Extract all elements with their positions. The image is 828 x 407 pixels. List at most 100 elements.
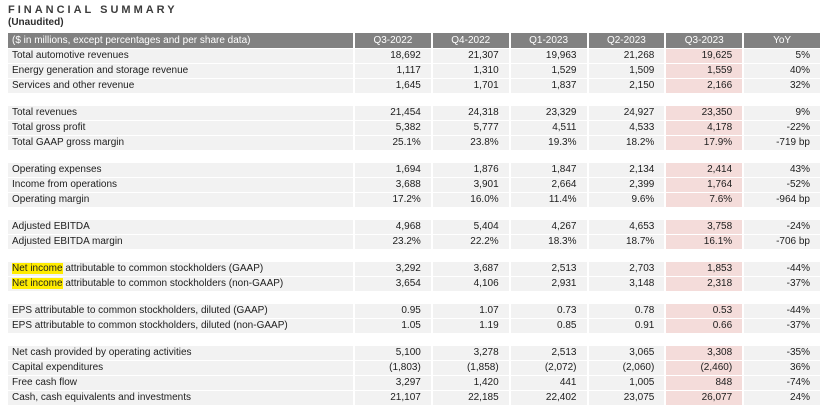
financial-summary-table: ($ in millions, except percentages and p…	[8, 33, 820, 405]
cell-q4-2022: 21,307	[432, 49, 509, 63]
table-row: Operating expenses 1,694 1,876 1,847 2,134 2,…	[8, 163, 820, 177]
table-row: Net income attributable to common stockh…	[8, 262, 820, 276]
cell-q3-2023: 1,764	[666, 178, 743, 192]
cell-q3-2023: 2,318	[666, 277, 743, 291]
cell-q2-2023: 0.78	[588, 304, 665, 318]
cell-q4-2022: 5,404	[432, 220, 509, 234]
cell-q2-2023: 9.6%	[588, 193, 665, 207]
cell-q2-2023: 21,268	[588, 49, 665, 63]
table-header-row: ($ in millions, except percentages and p…	[8, 33, 820, 48]
row-label: Net cash provided by operating activitie…	[8, 346, 353, 360]
cell-q3-2022: 5,100	[355, 346, 431, 360]
section-spacer	[8, 250, 820, 262]
cell-q3-2023: 0.53	[666, 304, 743, 318]
cell-q3-2023: 2,414	[666, 163, 743, 177]
cell-q4-2022: 22.2%	[432, 235, 509, 249]
cell-q2-2023: 3,148	[588, 277, 665, 291]
cell-q1-2023: 441	[510, 376, 587, 390]
column-header-q1-2023: Q1-2023	[510, 33, 587, 48]
cell-q2-2023: 0.91	[588, 319, 665, 333]
cell-q3-2022: 3,688	[355, 178, 431, 192]
cell-q3-2022: 3,292	[355, 262, 431, 276]
cell-q3-2022: (1,803)	[355, 361, 431, 375]
cell-yoy: -37%	[744, 277, 820, 291]
cell-q1-2023: 22,402	[510, 391, 587, 405]
cell-q3-2023: 17.9%	[666, 136, 743, 150]
cell-q1-2023: 19,963	[510, 49, 587, 63]
cell-q1-2023: 0.85	[510, 319, 587, 333]
cell-q4-2022: 1.19	[432, 319, 509, 333]
cell-yoy: -22%	[744, 121, 820, 135]
cell-yoy: -719 bp	[744, 136, 820, 150]
row-label: Capital expenditures	[8, 361, 353, 375]
cell-q3-2022: 1.05	[355, 319, 431, 333]
cell-yoy: 36%	[744, 361, 820, 375]
cell-q4-2022: 3,901	[432, 178, 509, 192]
row-label: Energy generation and storage revenue	[8, 64, 353, 78]
table-row: Net income attributable to common stockh…	[8, 277, 820, 291]
page-title: FINANCIAL SUMMARY	[8, 4, 178, 16]
cell-yoy: -35%	[744, 346, 820, 360]
cell-q3-2022: 0.95	[355, 304, 431, 318]
search-highlight: Net income	[12, 263, 63, 274]
cell-q1-2023: 4,267	[510, 220, 587, 234]
row-label: Services and other revenue	[8, 79, 353, 93]
page-subtitle: (Unaudited)	[8, 17, 64, 28]
cell-q4-2022: 1,876	[432, 163, 509, 177]
cell-q3-2022: 21,107	[355, 391, 431, 405]
row-label: EPS attributable to common stockholders,…	[8, 319, 353, 333]
table-row: Adjusted EBITDA margin 23.2% 22.2% 18.3% 18.…	[8, 235, 820, 249]
cell-q1-2023: 19.3%	[510, 136, 587, 150]
cell-q2-2023: 2,399	[588, 178, 665, 192]
row-label: Adjusted EBITDA	[8, 220, 353, 234]
section-spacer	[8, 334, 820, 346]
cell-q3-2022: 18,692	[355, 49, 431, 63]
cell-q1-2023: 1,847	[510, 163, 587, 177]
cell-q3-2022: 1,117	[355, 64, 431, 78]
table-row: Free cash flow 3,297 1,420 441 1,005 848 -74%	[8, 376, 820, 390]
row-label: Total automotive revenues	[8, 49, 353, 63]
row-label: Adjusted EBITDA margin	[8, 235, 353, 249]
cell-q4-2022: 22,185	[432, 391, 509, 405]
table-row: Cash, cash equivalents and investments 21…	[8, 391, 820, 405]
table-row: Total revenues 21,454 24,318 23,329 24,927 23…	[8, 106, 820, 120]
cell-q4-2022: 1,701	[432, 79, 509, 93]
table-row: Total GAAP gross margin 25.1% 23.8% 19.3% 18…	[8, 136, 820, 150]
cell-yoy: 24%	[744, 391, 820, 405]
cell-q3-2023: 0.66	[666, 319, 743, 333]
cell-q3-2023: 1,853	[666, 262, 743, 276]
cell-q3-2023: 26,077	[666, 391, 743, 405]
cell-q2-2023: 4,533	[588, 121, 665, 135]
cell-q3-2023: 3,308	[666, 346, 743, 360]
cell-yoy: -706 bp	[744, 235, 820, 249]
cell-q4-2022: 1,420	[432, 376, 509, 390]
row-label: Operating expenses	[8, 163, 353, 177]
cell-q2-2023: 1,509	[588, 64, 665, 78]
cell-q3-2022: 1,645	[355, 79, 431, 93]
cell-q4-2022: 1,310	[432, 64, 509, 78]
cell-q4-2022: 16.0%	[432, 193, 509, 207]
table-row: Energy generation and storage revenue 1,1…	[8, 64, 820, 78]
table-row: Total gross profit 5,382 5,777 4,511 4,533 4,…	[8, 121, 820, 135]
section-spacer	[8, 208, 820, 220]
row-label: Cash, cash equivalents and investments	[8, 391, 353, 405]
table-row: Services and other revenue 1,645 1,701 1,83…	[8, 79, 820, 93]
table-row: Income from operations 3,688 3,901 2,664 2,3…	[8, 178, 820, 192]
column-header-q3-2022: Q3-2022	[355, 33, 431, 48]
cell-q3-2023: 19,625	[666, 49, 743, 63]
table-row: Capital expenditures (1,803) (1,858) (2,072…	[8, 361, 820, 375]
cell-q1-2023: 18.3%	[510, 235, 587, 249]
cell-q4-2022: 23.8%	[432, 136, 509, 150]
cell-yoy: 9%	[744, 106, 820, 120]
cell-q3-2022: 21,454	[355, 106, 431, 120]
cell-q3-2023: 23,350	[666, 106, 743, 120]
cell-q3-2022: 5,382	[355, 121, 431, 135]
cell-q3-2022: 3,297	[355, 376, 431, 390]
cell-q2-2023: 2,703	[588, 262, 665, 276]
table-row: Total automotive revenues 18,692 21,307 19,…	[8, 49, 820, 63]
row-label: EPS attributable to common stockholders,…	[8, 304, 353, 318]
cell-yoy: -44%	[744, 304, 820, 318]
row-label: Net income attributable to common stockh…	[8, 262, 353, 276]
column-header-q2-2023: Q2-2023	[588, 33, 665, 48]
cell-q3-2022: 4,968	[355, 220, 431, 234]
